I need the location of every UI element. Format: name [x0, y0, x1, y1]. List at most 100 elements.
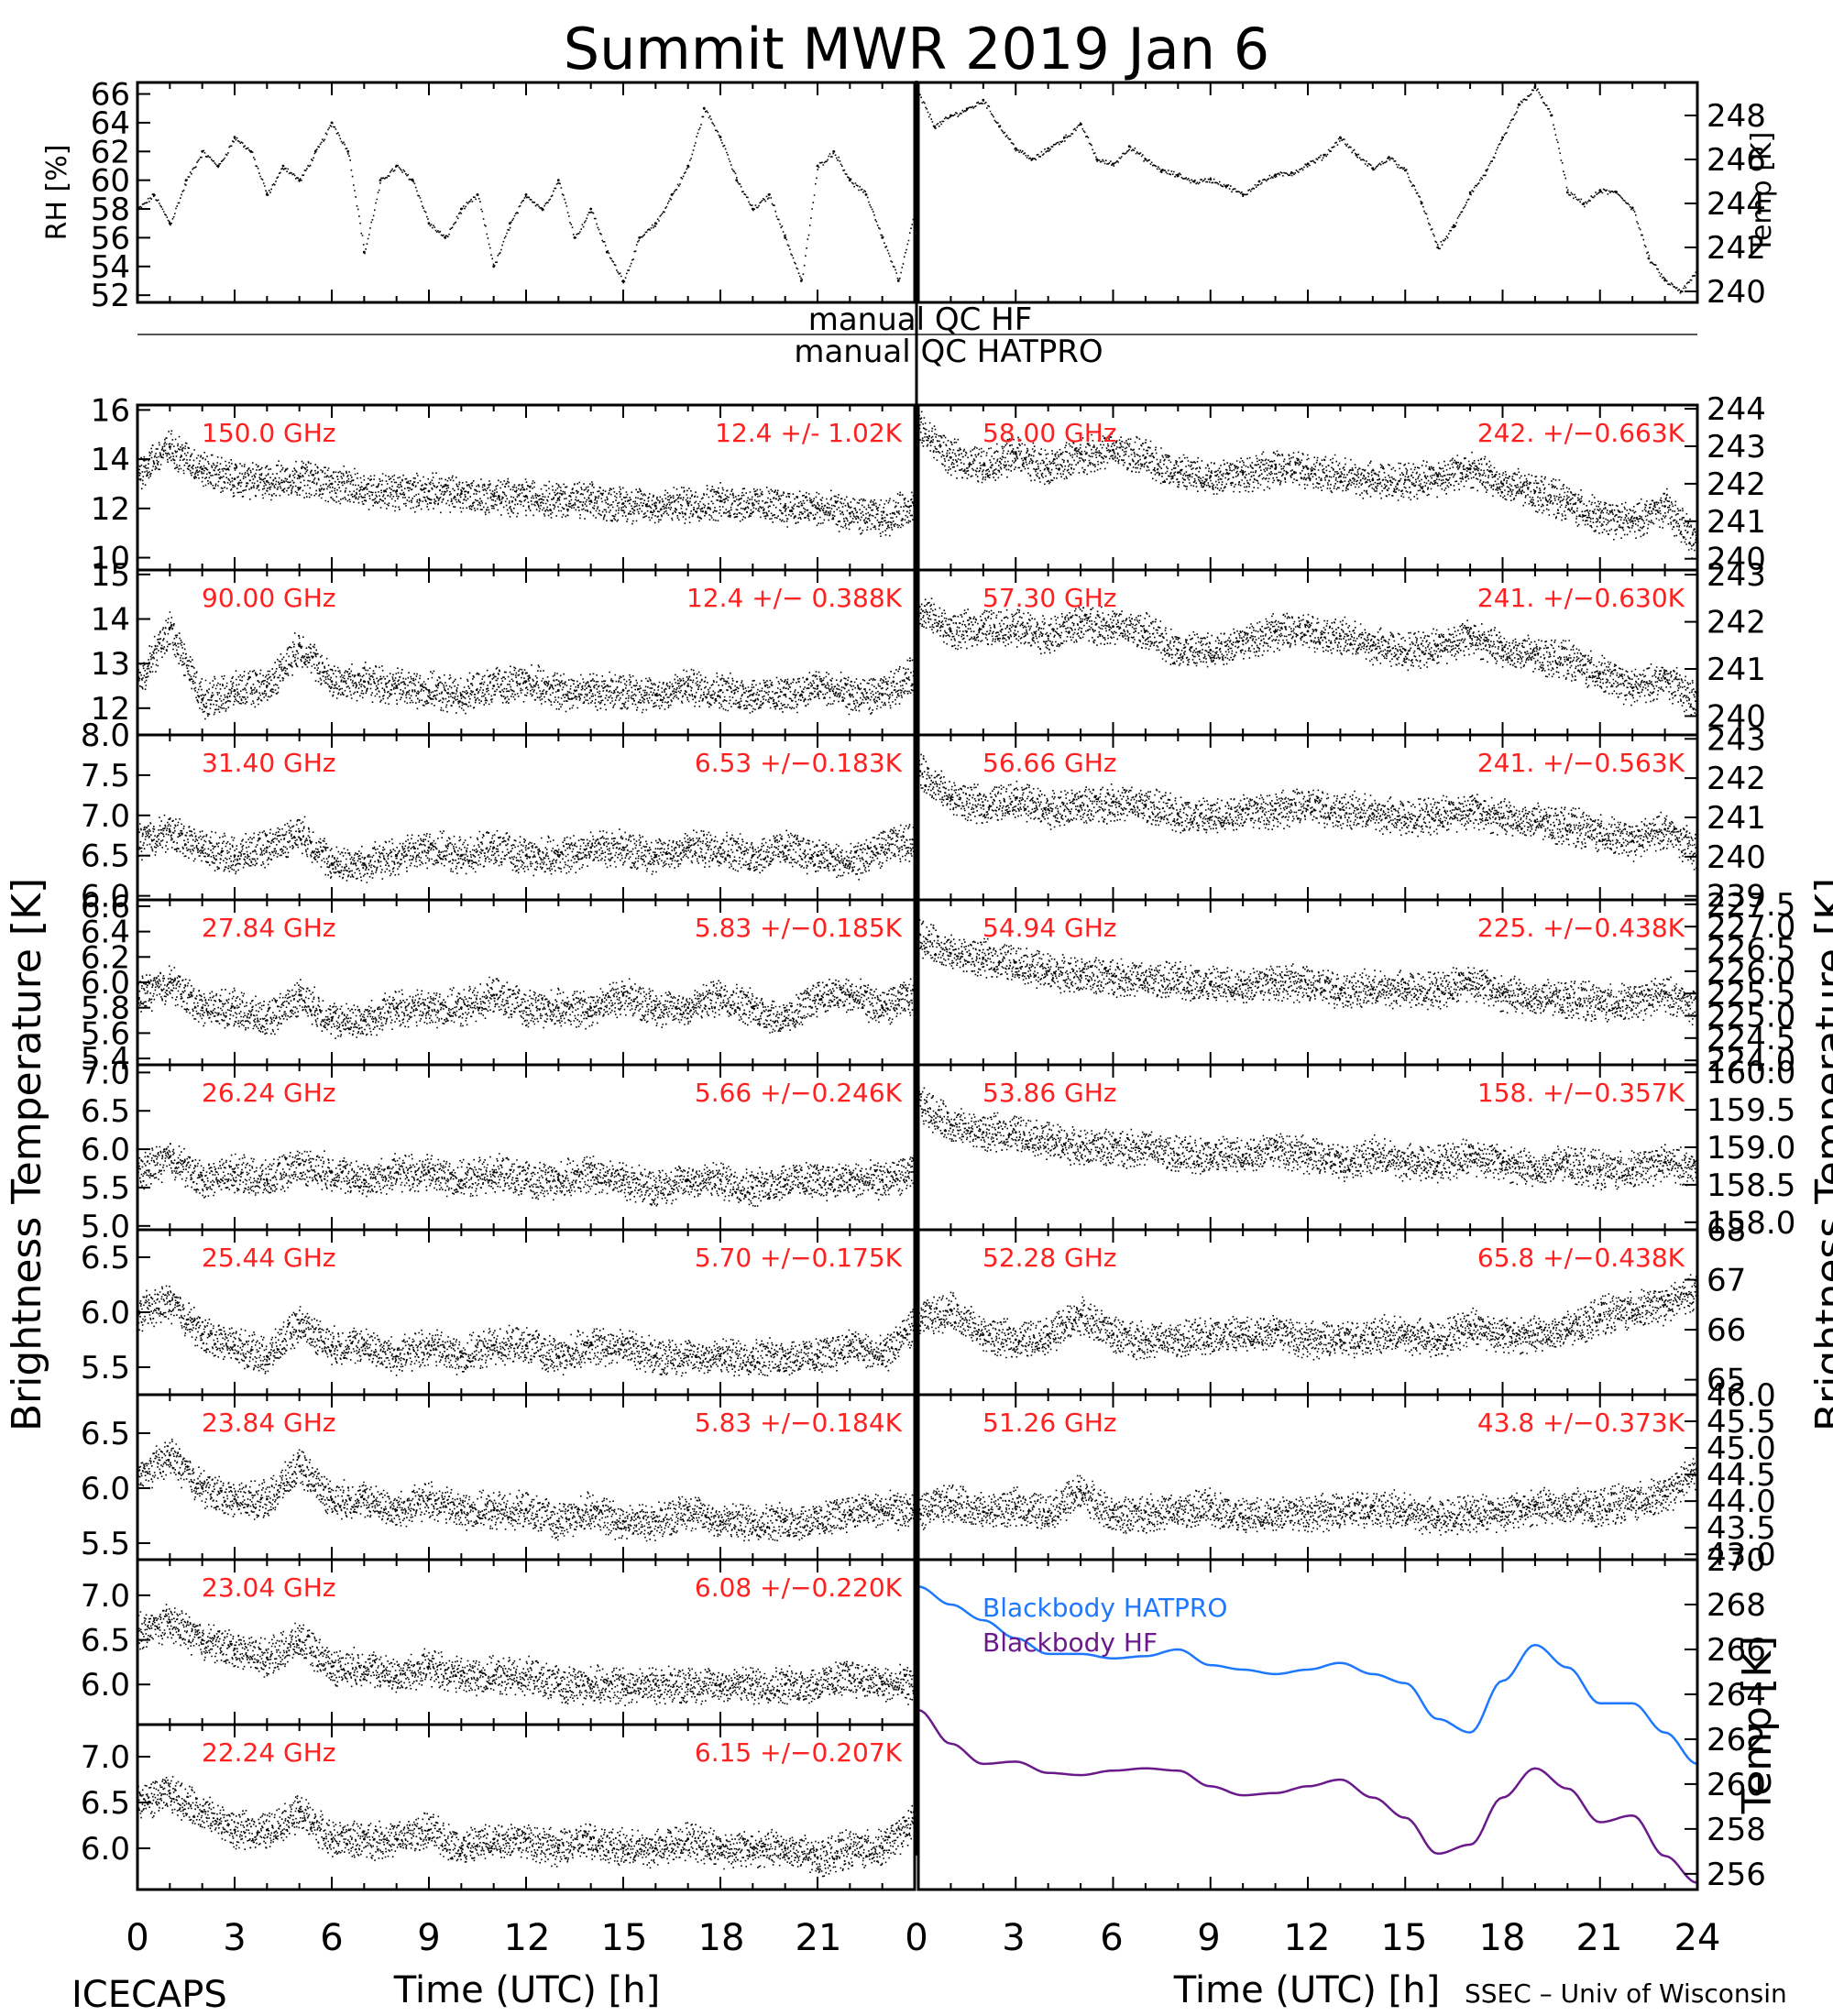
- y-tick-label-blackbody-5: 266: [1707, 1632, 1766, 1669]
- y-tick-label-c2384-0: 5.5: [81, 1526, 130, 1562]
- point-c2544-23: [881, 1354, 884, 1358]
- panel-c5730: 240 241 242 243 57.30 GHz 241. +/−0.630K: [916, 557, 1766, 737]
- point-c5494-15: [1403, 987, 1407, 991]
- point-temp-29: [1388, 156, 1390, 159]
- point-c150-17: [686, 502, 690, 505]
- point-c2384-1: [168, 1453, 171, 1457]
- point-c5228-9: [1209, 1333, 1213, 1336]
- point-c2384-5: [298, 1464, 302, 1468]
- point-temp-23: [1290, 171, 1293, 174]
- y-tick-label-temp-1: 242: [1707, 230, 1766, 267]
- point-c2544-14: [589, 1343, 593, 1347]
- point-c5730-23: [1663, 676, 1666, 680]
- point-c5228-19: [1533, 1333, 1537, 1336]
- point-c5494-19: [1533, 996, 1537, 1000]
- point-c2624-6: [330, 1170, 334, 1174]
- point-c5386-5: [1079, 1145, 1082, 1149]
- point-rh-45: [864, 193, 868, 196]
- point-c5666-7: [1144, 804, 1147, 807]
- channel-stat-c2784: 5.83 +/−0.185K: [695, 913, 903, 943]
- point-c2544-1: [168, 1299, 171, 1303]
- y-tick-label-c2224-0: 6.0: [81, 1831, 130, 1868]
- point-c5228-12: [1306, 1338, 1310, 1342]
- point-c5228-6: [1112, 1333, 1114, 1336]
- point-c5386-9: [1209, 1153, 1213, 1156]
- point-temp-46: [1663, 279, 1666, 282]
- point-c2384-22: [848, 1508, 851, 1512]
- y-tick-label-c58-4: 244: [1707, 391, 1766, 428]
- point-rh-33: [670, 193, 674, 196]
- point-c2224-8: [395, 1837, 399, 1841]
- point-c150-13: [556, 497, 560, 500]
- point-c2224-17: [686, 1837, 690, 1841]
- point-rh-24: [524, 193, 528, 196]
- point-c2544-5: [298, 1321, 302, 1325]
- point-c5730-10: [1241, 639, 1245, 642]
- channel-label-c5494: 54.94 GHz: [982, 913, 1117, 943]
- y-axis-label-rh: RH [%]: [41, 145, 73, 241]
- y-tick-label-c2784-4: 6.2: [81, 939, 130, 976]
- point-c2304-10: [459, 1674, 463, 1677]
- point-c2224-7: [362, 1837, 366, 1841]
- point-temp-26: [1339, 136, 1342, 139]
- y-tick-label-temp-3: 246: [1707, 142, 1766, 179]
- y-tick-label-c2384-2: 6.5: [81, 1416, 130, 1452]
- point-c5494-9: [1209, 983, 1213, 986]
- point-c150-2: [201, 467, 204, 471]
- point-c5126-20: [1565, 1505, 1569, 1508]
- point-c58-1: [949, 455, 952, 459]
- y-tick-label-rh-7: 66: [91, 77, 130, 114]
- point-c2544-2: [201, 1332, 204, 1336]
- point-c90-16: [653, 693, 657, 696]
- y-tick-label-rh-0: 52: [91, 278, 130, 314]
- series-c2624: [137, 1143, 916, 1207]
- point-c5494-23: [1663, 992, 1666, 995]
- point-temp-36: [1501, 136, 1504, 139]
- point-c3140-6: [330, 862, 334, 865]
- point-c2304-11: [492, 1674, 496, 1677]
- point-c3140-17: [686, 846, 690, 849]
- point-c150-3: [233, 477, 236, 480]
- point-c58-16: [1436, 475, 1440, 478]
- channel-stat-c5494: 225. +/−0.438K: [1477, 913, 1685, 943]
- y-tick-label-c2544-1: 6.0: [81, 1295, 130, 1331]
- point-c90-4: [265, 685, 269, 687]
- point-c5666-22: [1630, 839, 1634, 843]
- point-c5666-3: [1014, 796, 1017, 799]
- y-tick-label-c150-3: 16: [91, 392, 130, 429]
- point-c2624-2: [201, 1178, 204, 1181]
- y-tick-label-blackbody-6: 268: [1707, 1587, 1766, 1624]
- point-c2784-16: [653, 1006, 657, 1010]
- point-c5730-19: [1533, 653, 1537, 656]
- y-tick-label-temp-4: 248: [1707, 98, 1766, 135]
- point-c5228-8: [1176, 1338, 1180, 1342]
- point-c5386-1: [949, 1123, 952, 1126]
- y-tick-label-c3140-0: 6.0: [81, 879, 130, 915]
- point-c58-14: [1371, 478, 1375, 482]
- y-tick-label-c3140-3: 7.5: [81, 758, 130, 794]
- series-c2544: [137, 1285, 916, 1377]
- point-c58-15: [1403, 478, 1407, 482]
- point-c58-21: [1598, 516, 1602, 520]
- series-line-1: [917, 1708, 1698, 1884]
- point-c2224-19: [751, 1846, 754, 1850]
- point-c150-23: [881, 517, 884, 520]
- point-c5126-2: [982, 1510, 985, 1514]
- y-tick-label-c2784-6: 6.6: [81, 889, 130, 926]
- point-c2624-15: [621, 1178, 625, 1181]
- point-rh-4: [201, 149, 204, 153]
- point-temp-40: [1565, 191, 1569, 194]
- point-c2304-14: [589, 1682, 593, 1686]
- x-tick-label-left-21: 21: [796, 1917, 842, 1959]
- point-c90-22: [848, 693, 851, 696]
- y-tick-label-c5494-4: 226.0: [1707, 954, 1795, 991]
- point-c2224-18: [719, 1846, 722, 1850]
- point-c2624-23: [881, 1178, 884, 1181]
- point-c5494-13: [1339, 987, 1342, 991]
- point-c5666-8: [1176, 812, 1180, 816]
- point-c2304-9: [427, 1665, 431, 1669]
- point-c2544-6: [330, 1343, 334, 1347]
- point-c2384-16: [653, 1519, 657, 1523]
- y-tick-label-c2624-4: 7.0: [81, 1055, 130, 1091]
- point-c3140-1: [168, 830, 171, 833]
